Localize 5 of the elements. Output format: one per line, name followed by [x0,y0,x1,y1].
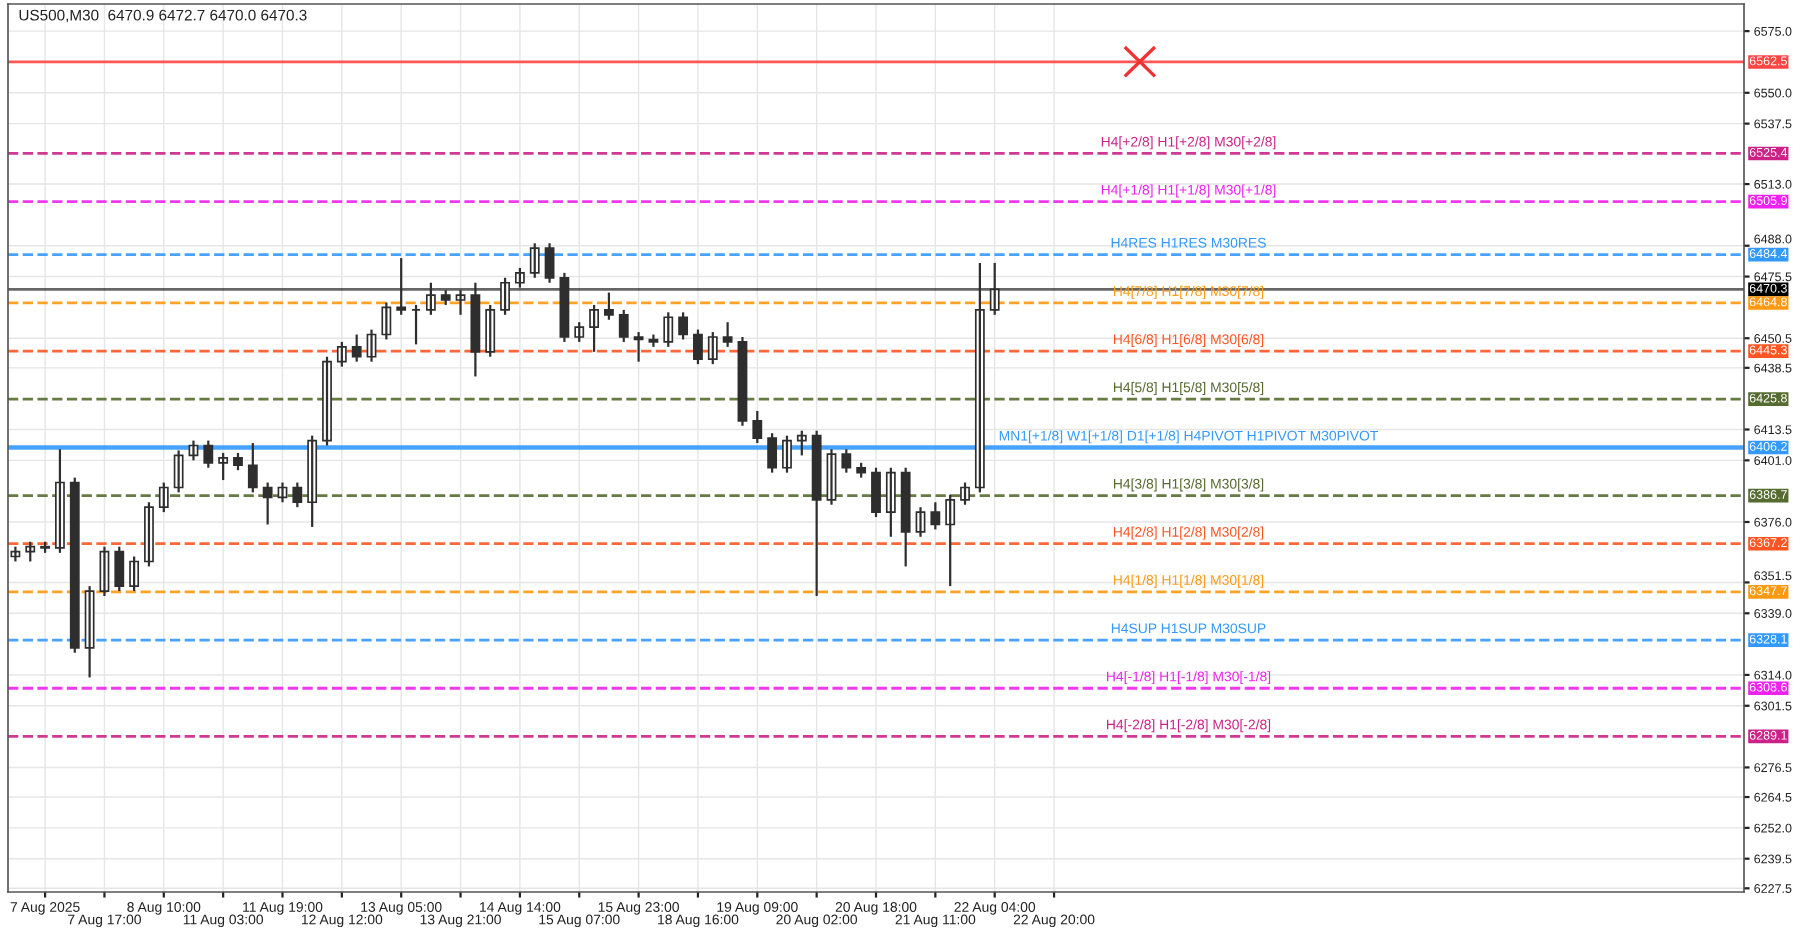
candlestick [440,289,451,307]
candlestick [722,321,733,348]
candlestick [604,291,614,321]
candlestick [856,461,867,479]
candlestick [218,451,229,482]
